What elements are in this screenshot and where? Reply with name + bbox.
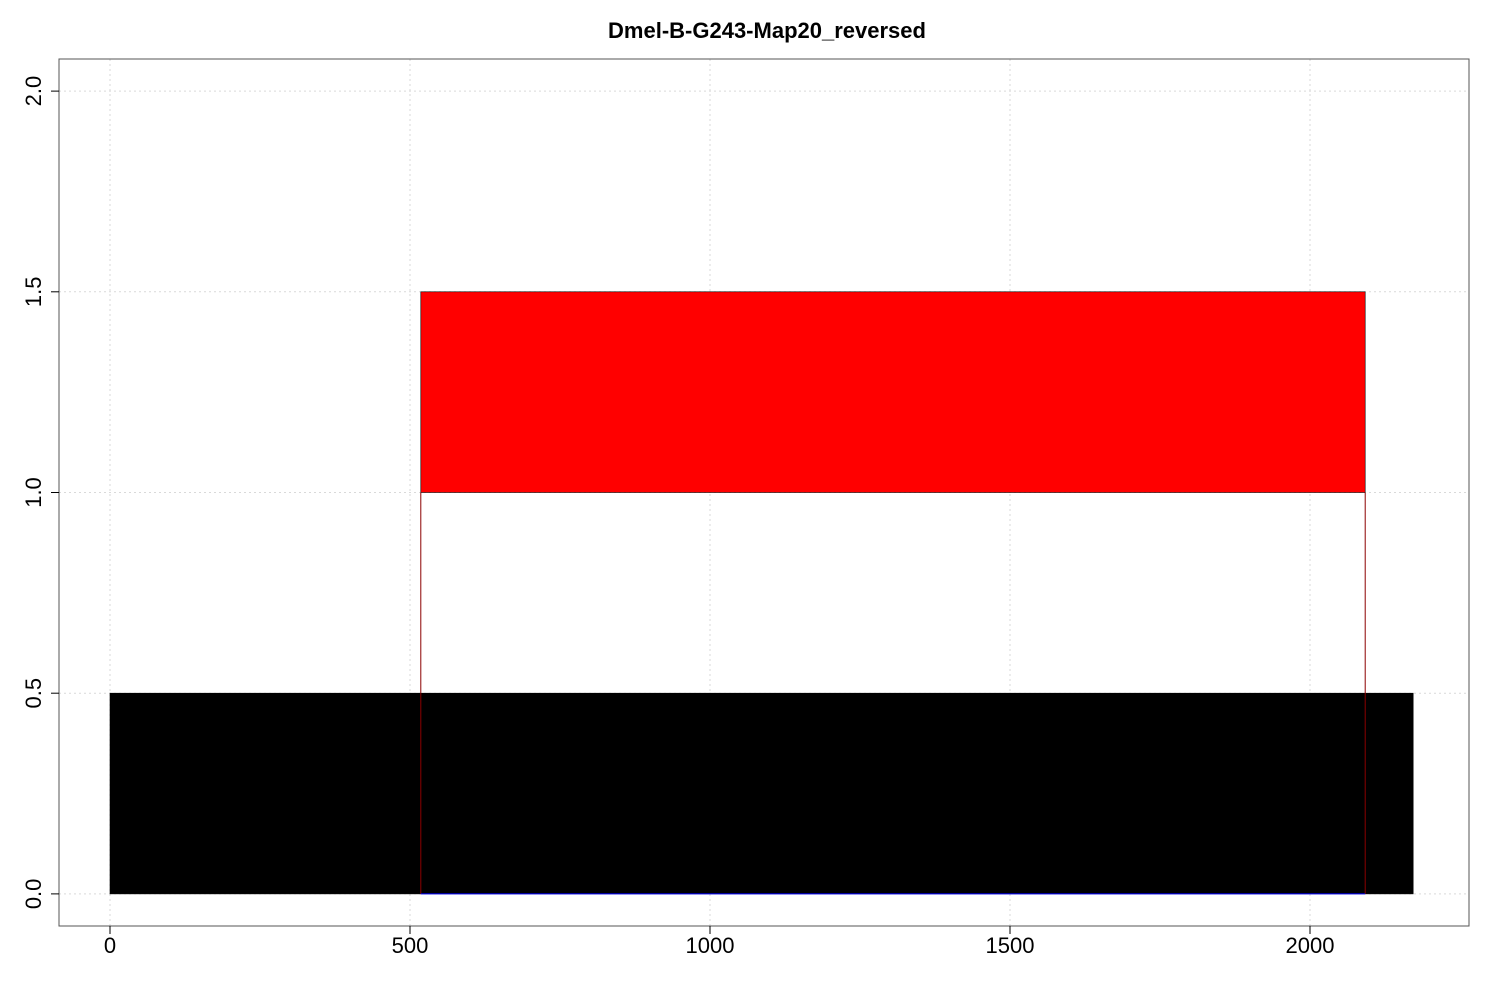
segment-bar-1	[420, 291, 1366, 493]
y-axis: 0.0 0.5 1.0 1.5 2.0	[21, 76, 59, 909]
connector	[420, 492, 1366, 895]
y-tick-label-4: 2.0	[21, 76, 46, 107]
y-tick-label-0: 0.0	[21, 879, 46, 910]
y-tick-label-1: 0.5	[21, 678, 46, 709]
x-tick-label-4: 2000	[1286, 933, 1335, 958]
y-tick-label-2: 1.0	[21, 477, 46, 508]
x-tick-label-1: 500	[392, 933, 429, 958]
y-tick-label-3: 1.5	[21, 277, 46, 308]
x-axis: 0 500 1000 1500 2000	[104, 926, 1335, 958]
x-tick-label-2: 1000	[686, 933, 735, 958]
x-tick-label-3: 1500	[986, 933, 1035, 958]
x-tick-label-0: 0	[104, 933, 116, 958]
segment-bar-0	[109, 692, 1414, 895]
chart-title: Dmel-B-G243-Map20_reversed	[608, 18, 926, 43]
segments	[109, 291, 1414, 895]
